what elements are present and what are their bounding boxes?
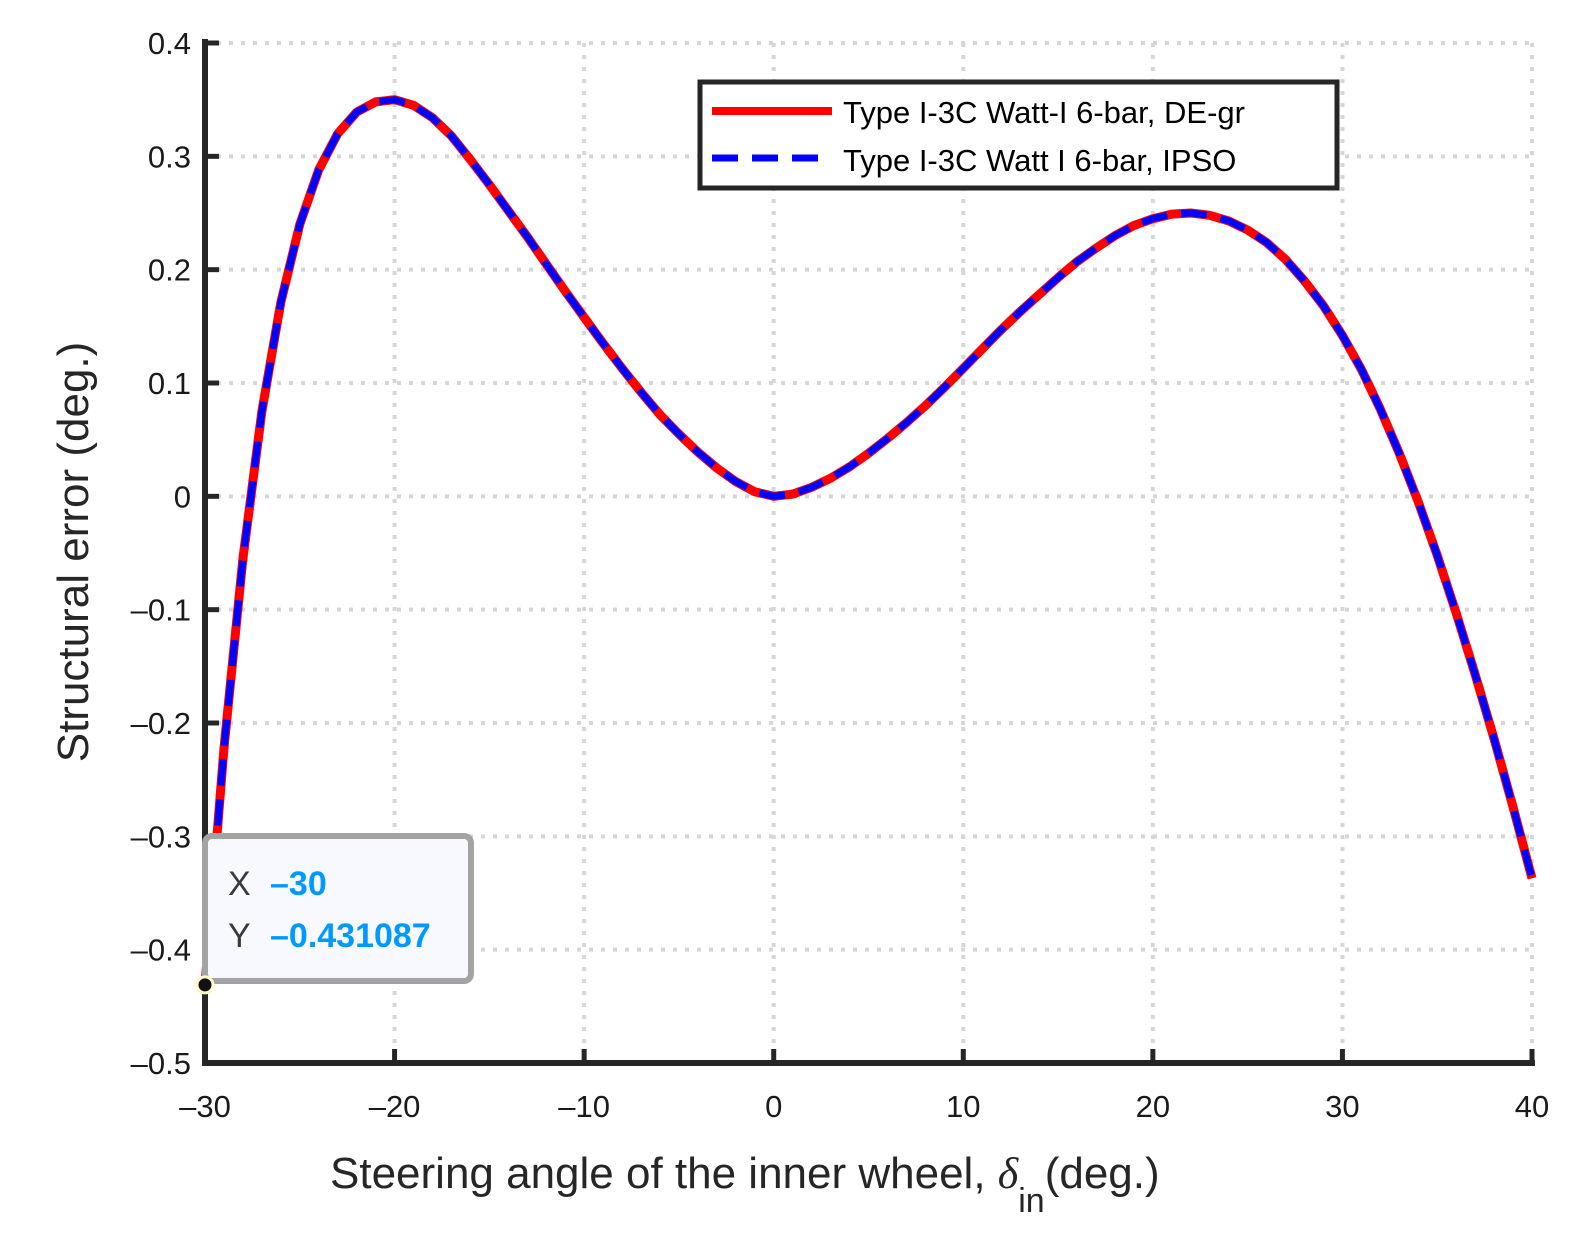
x-axis-label-subscript: in: [1018, 1182, 1044, 1220]
x-tick-label-4: 10: [946, 1089, 980, 1124]
x-tick-label-7: 40: [1515, 1089, 1549, 1124]
data-tip-x-label: X: [228, 865, 251, 903]
y-tick-label-5: 0: [174, 479, 191, 514]
x-axis-label-suffix: (deg.): [1045, 1149, 1160, 1198]
y-tick-label-9: 0.4: [148, 26, 191, 61]
x-axis-label: Steering angle of the inner wheel, δin(d…: [330, 1149, 1160, 1220]
x-tick-label-0: –30: [179, 1089, 231, 1124]
data-tip[interactable]: X –30 Y –0.431087: [195, 833, 474, 995]
x-axis-label-prefix: Steering angle of the inner wheel,: [330, 1149, 998, 1198]
y-tick-label-2: –0.3: [131, 819, 191, 854]
legend-label-de-gr: Type I-3C Watt-I 6-bar, DE-gr: [843, 95, 1245, 130]
x-axis-label-symbol: δ: [998, 1149, 1020, 1198]
data-tip-y-value: –0.431087: [270, 917, 431, 955]
y-tick-label-3: –0.2: [131, 706, 191, 741]
data-tip-x-value: –30: [270, 865, 327, 903]
data-tip-marker[interactable]: [195, 975, 215, 995]
tick-labels: –30 –20 –10 0 10 20 30 40 –0.5 –0.4 –0.3 –0.2 –0.1 0 0…: [131, 26, 1550, 1124]
data-tip-box: [202, 833, 474, 984]
series-layer: [200, 95, 1537, 986]
legend-label-ipso: Type I-3C Watt I 6-bar, IPSO: [843, 143, 1236, 178]
y-tick-label-7: 0.2: [148, 253, 191, 288]
data-tip-y-label: Y: [228, 917, 251, 955]
y-tick-label-1: –0.4: [131, 933, 191, 968]
legend-box: [697, 79, 1340, 191]
series-line-1: [201, 96, 1536, 986]
y-axis-label: Structural error (deg.): [49, 342, 98, 763]
y-tick-label-0: –0.5: [131, 1046, 191, 1081]
x-tick-label-2: –10: [558, 1089, 610, 1124]
y-tick-label-8: 0.3: [148, 139, 191, 174]
x-tick-label-6: 30: [1325, 1089, 1359, 1124]
y-tick-label-6: 0.1: [148, 366, 191, 401]
x-tick-label-5: 20: [1136, 1089, 1170, 1124]
legend: Type I-3C Watt-I 6-bar, DE-gr Type I-3C …: [697, 79, 1340, 191]
y-tick-label-4: –0.1: [131, 593, 191, 628]
x-tick-label-3: 0: [765, 1089, 782, 1124]
x-tick-label-1: –20: [369, 1089, 421, 1124]
